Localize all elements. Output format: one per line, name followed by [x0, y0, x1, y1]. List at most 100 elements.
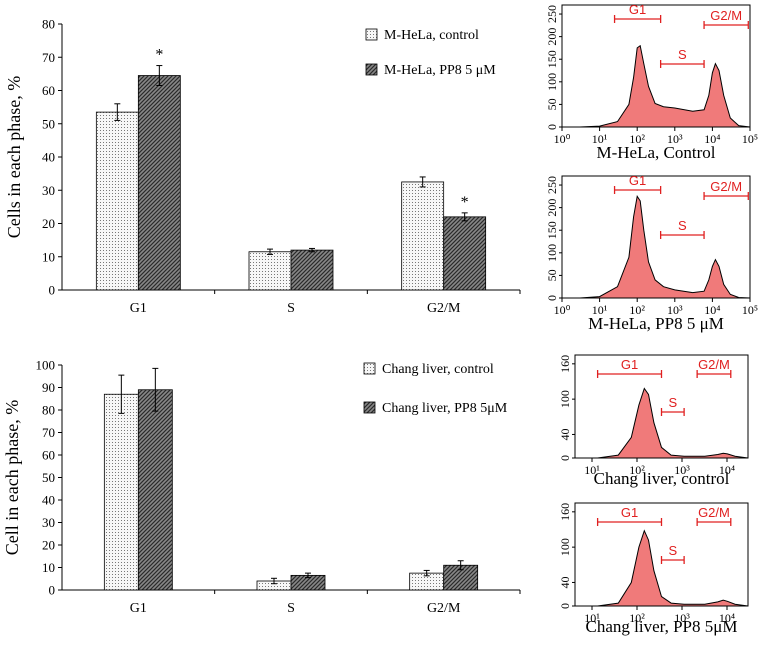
bar	[103, 393, 139, 591]
x-tick-label: 10⁰	[554, 132, 571, 146]
histogram-caption: Chang liver, control	[594, 469, 730, 488]
y-tick-label: 50	[42, 116, 55, 131]
gate-label: G2/M	[710, 8, 742, 23]
y-axis-label: Cell in each phase, %	[2, 400, 22, 555]
x-tick-label: G1	[130, 301, 147, 316]
y-tick-label: 60	[42, 83, 55, 98]
legend-swatch	[363, 401, 376, 414]
y-tick-label: 50	[42, 470, 55, 485]
gate-label: G1	[621, 505, 638, 520]
y-tick-label: 100	[545, 244, 559, 262]
significance-marker: *	[461, 194, 469, 211]
x-tick-label: 10²	[629, 463, 645, 477]
histogram-area	[575, 387, 749, 459]
y-tick-label: 40	[42, 150, 55, 165]
y-tick-label: 200	[545, 199, 559, 217]
y-tick-label: 40	[42, 493, 55, 508]
y-tick-label: 40	[558, 428, 572, 440]
bar	[137, 75, 181, 291]
y-tick-label: 100	[558, 390, 572, 408]
y-tick-label: 100	[545, 73, 559, 91]
histogram-mhela-control: 10⁰ 10¹ 10² 10³ 10⁴ 10⁵ 0 50 100 150 200 250 G1 S G2/M…	[545, 2, 758, 162]
x-tick-label: 10⁴	[704, 303, 720, 317]
y-tick-label: 80	[42, 403, 55, 418]
y-tick-label: 0	[558, 455, 572, 461]
y-tick-label: 150	[545, 221, 559, 239]
x-tick-label: 10⁵	[742, 132, 758, 146]
bar-chart-chang-liver: 0 10 20 30 40 50 60 70 80 90 100 Cell in each phase…	[2, 358, 521, 616]
x-tick-label: G1	[130, 601, 147, 616]
gate-label: G1	[621, 357, 638, 372]
histogram-area	[562, 44, 751, 128]
legend-label: M-HeLa, PP8 5 μM	[384, 63, 496, 78]
x-tick-label: 10³	[674, 463, 690, 477]
x-tick-label: 10²	[629, 303, 645, 317]
y-tick-label: 80	[42, 17, 55, 32]
significance-marker: *	[155, 47, 163, 64]
histogram-area	[575, 529, 749, 607]
y-tick-label: 250	[545, 5, 559, 23]
histogram-chang-pp8: 10¹ 10² 10³ 10⁴ 0 40 100 160 G1 S G2/M Chang liver,…	[558, 502, 749, 636]
bar	[248, 251, 292, 291]
histogram-mhela-pp8: 10⁰ 10¹ 10² 10³ 10⁴ 10⁵ 0 50 100 150 200 250 G1 S G2/M…	[545, 173, 758, 333]
x-tick-label: 10⁵	[742, 303, 758, 317]
y-tick-label: 20	[42, 216, 55, 231]
histogram-chang-control: 10¹ 10² 10³ 10⁴ 0 40 100 160 G1 S G2/M Chang liver,…	[558, 354, 749, 488]
legend-label: M-HeLa, control	[384, 28, 479, 43]
y-tick-label: 250	[545, 176, 559, 194]
y-tick-label: 70	[42, 50, 55, 65]
x-tick-label: S	[287, 601, 295, 616]
x-tick-label: G2/M	[427, 301, 461, 316]
gate-label: S	[668, 543, 677, 558]
x-tick-label: 10³	[667, 132, 683, 146]
histogram-area	[562, 194, 751, 299]
x-tick-label: 10²	[629, 611, 645, 625]
x-tick-label: 10²	[629, 132, 645, 146]
gate-label: G2/M	[698, 357, 730, 372]
y-tick-label: 0	[545, 295, 559, 301]
y-tick-label: 0	[49, 583, 56, 598]
x-tick-label: 10⁴	[719, 463, 735, 477]
y-tick-label: 30	[42, 183, 55, 198]
legend-label: Chang liver, control	[382, 362, 494, 377]
gate-label: G1	[629, 2, 646, 17]
y-tick-label: 90	[42, 380, 55, 395]
legend-swatch	[365, 28, 378, 41]
bar	[443, 216, 487, 291]
legend-swatch	[363, 362, 376, 375]
bar	[401, 181, 445, 291]
y-tick-label: 160	[558, 355, 572, 373]
y-tick-label: 100	[558, 538, 572, 556]
y-tick-label: 20	[42, 538, 55, 553]
legend-label: Chang liver, PP8 5μM	[382, 401, 508, 416]
histogram-caption: M-HeLa, Control	[597, 143, 716, 162]
y-tick-label: 150	[545, 50, 559, 68]
y-axis-label: Cells in each phase, %	[4, 76, 24, 238]
y-tick-label: 40	[558, 576, 572, 588]
gate-label: S	[668, 395, 677, 410]
histogram-caption: M-HeLa, PP8 5 μM	[588, 314, 724, 333]
gate-label: S	[678, 218, 687, 233]
y-tick-label: 50	[545, 98, 559, 110]
y-tick-label: 0	[545, 124, 559, 130]
x-tick-label: 10¹	[592, 132, 608, 146]
x-tick-label: S	[287, 301, 295, 316]
bar	[95, 111, 139, 291]
y-tick-label: 10	[42, 249, 55, 264]
x-tick-label: 10⁰	[554, 303, 571, 317]
y-tick-label: 50	[545, 269, 559, 281]
bar	[290, 249, 334, 291]
x-tick-label: 10¹	[584, 463, 600, 477]
y-tick-label: 200	[545, 28, 559, 46]
bar-chart-mhela: 0 10 20 30 40 50 60 70 80 Cells in each phase, % G…	[4, 17, 521, 316]
gate-label: S	[678, 47, 687, 62]
x-tick-label: 10¹	[592, 303, 608, 317]
x-tick-label: G2/M	[427, 601, 461, 616]
gate-label: G1	[629, 173, 646, 188]
y-tick-label: 70	[42, 425, 55, 440]
gate-label: G2/M	[698, 505, 730, 520]
x-tick-label: 10¹	[584, 611, 600, 625]
y-tick-label: 0	[558, 603, 572, 609]
x-tick-label: 10³	[667, 303, 683, 317]
